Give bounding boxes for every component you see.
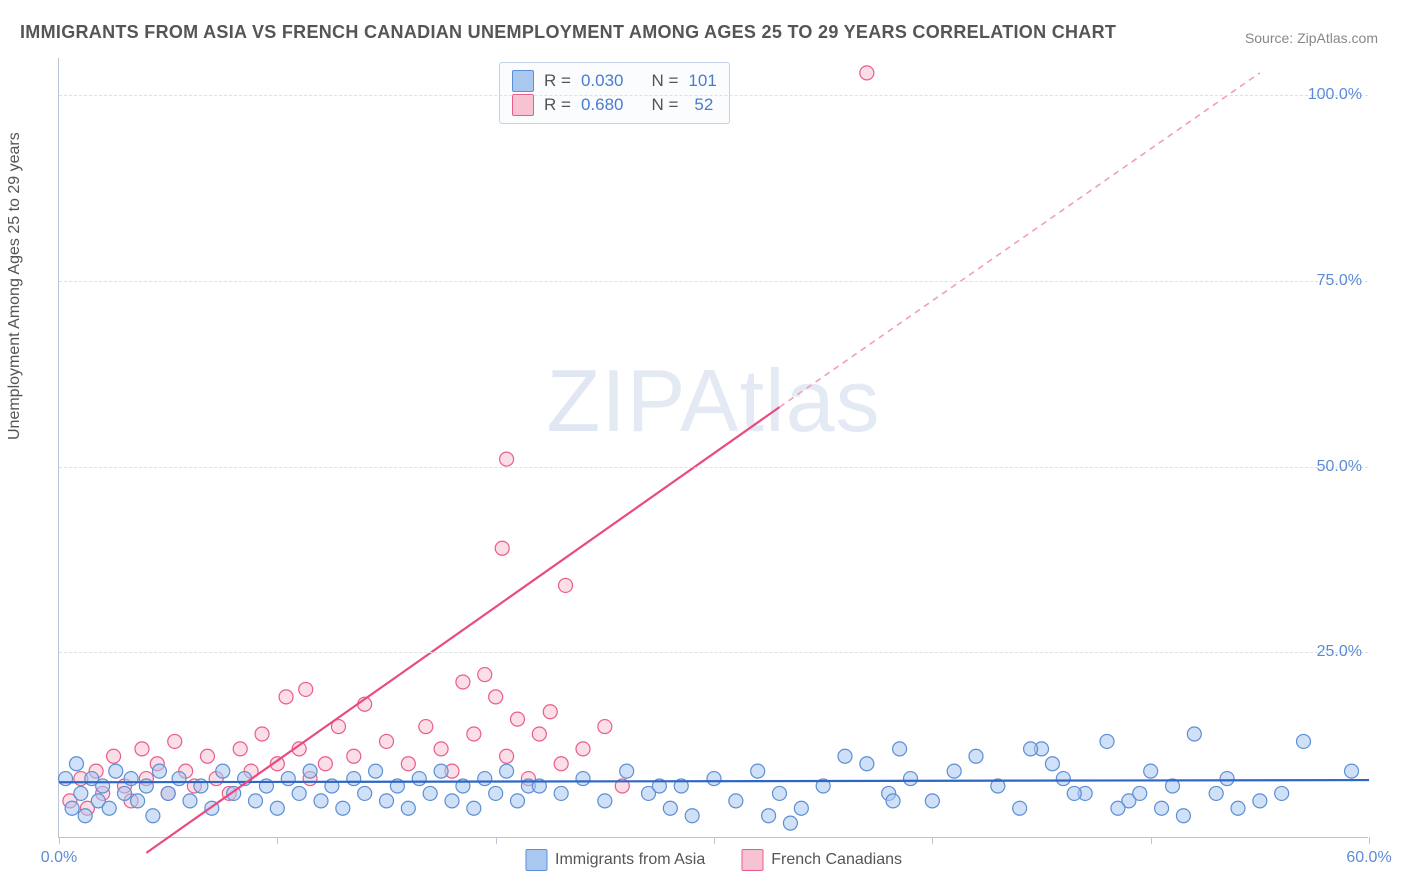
y-tick-label: 50.0% [1317,458,1362,476]
n-label: N = [651,93,678,117]
stats-row: R = 0.030 N = 101 [512,69,717,93]
legend-item: French Canadians [741,849,902,871]
gridline [59,467,1368,468]
x-tick-label: 60.0% [1346,849,1391,867]
gridline [59,95,1368,96]
swatch-icon [525,849,547,871]
x-tick [59,837,60,844]
chart-title: IMMIGRANTS FROM ASIA VS FRENCH CANADIAN … [20,22,1116,43]
plot-area: ZIPAtlas R = 0.030 N = 101 R = 0.680 N =… [58,58,1368,838]
x-tick [1151,837,1152,844]
r-value: 0.680 [581,93,624,117]
x-tick [1369,837,1370,844]
stats-legend-box: R = 0.030 N = 101 R = 0.680 N = 52 [499,62,730,124]
r-label: R = [544,93,571,117]
source-attribution: Source: ZipAtlas.com [1245,30,1378,46]
x-tick-label: 0.0% [41,849,77,867]
x-tick [277,837,278,844]
swatch-icon [741,849,763,871]
chart-svg [59,58,1368,837]
gridline [59,652,1368,653]
n-label: N = [651,69,678,93]
y-tick-label: 25.0% [1317,643,1362,661]
legend-label: Immigrants from Asia [555,851,705,869]
bottom-legend: Immigrants from Asia French Canadians [525,849,902,871]
y-tick-label: 100.0% [1308,86,1362,104]
r-label: R = [544,69,571,93]
n-value: 101 [688,69,716,93]
n-value: 52 [694,93,713,117]
legend-item: Immigrants from Asia [525,849,705,871]
stats-row: R = 0.680 N = 52 [512,93,717,117]
y-axis-label: Unemployment Among Ages 25 to 29 years [6,132,24,440]
swatch-icon [512,70,534,92]
x-tick [932,837,933,844]
legend-label: French Canadians [771,851,902,869]
gridline [59,281,1368,282]
r-value: 0.030 [581,69,624,93]
y-tick-label: 75.0% [1317,272,1362,290]
x-tick [714,837,715,844]
swatch-icon [512,94,534,116]
x-tick [496,837,497,844]
